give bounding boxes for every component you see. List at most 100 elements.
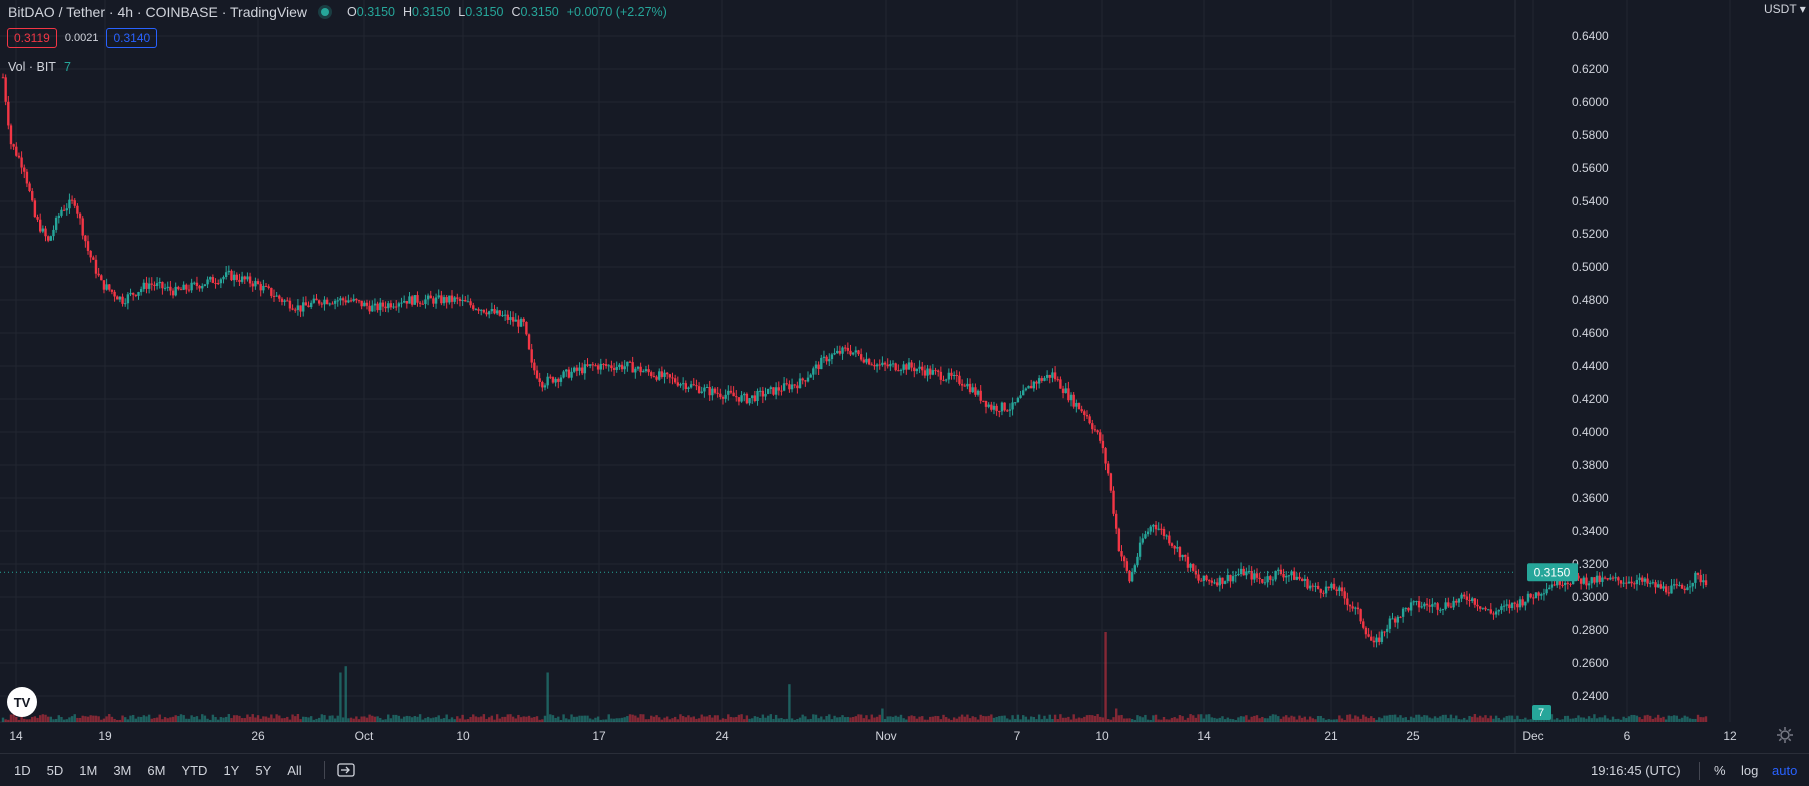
candle-body [1306,578,1309,589]
volume-bar [719,719,722,722]
candle-body [1553,584,1556,586]
volume-bar [1271,714,1275,722]
range-1y-button[interactable]: 1Y [223,762,240,778]
candle-body [286,300,289,302]
candle-body [774,387,778,395]
candle-body [312,298,316,303]
volume-bar [859,714,863,722]
candle-body [1664,586,1668,593]
volume-bar [1436,717,1439,722]
buy-price-button[interactable]: 0.3140 [106,28,158,48]
y-tick-label: 0.3200 [1572,557,1609,571]
volume-bar [1295,719,1299,722]
candle-body [732,392,735,397]
volume-bar [1417,714,1421,722]
volume-bar [546,672,549,722]
volume-bar [679,714,682,722]
candle-body [108,284,111,290]
volume-bar [697,718,701,722]
volume-bar [1595,718,1599,722]
volume-bar [1027,719,1030,722]
candle-body [1133,565,1136,573]
candle-body [1019,395,1022,398]
volume-bar [68,717,71,722]
candle-body [697,386,701,393]
auto-scale-button[interactable]: auto [1772,763,1798,778]
candle-body [110,289,114,292]
candle-body [331,303,334,305]
candle-body [1550,584,1554,588]
volume-bar [854,716,858,722]
volume-bar [100,719,103,722]
utc-clock[interactable]: 19:16:45 (UTC) [1591,763,1681,778]
candle-body [453,297,456,302]
gear-icon[interactable] [1776,726,1794,744]
price-chart[interactable]: 0.6400 0.6200 0.6000 0.5800 0.5600 0.5400 0.52… [0,0,1809,753]
candle-body [814,364,818,369]
sell-price-button[interactable]: 0.3119 [7,28,57,48]
candle-body [498,310,502,316]
candle-body [1189,563,1192,568]
candle-body [1340,587,1344,592]
range-5y-button[interactable]: 5Y [255,762,272,778]
candle-body [1061,388,1065,394]
candle-body [270,287,273,296]
volume-bar [774,714,778,722]
candle-body [81,218,84,236]
candle-body [939,371,943,380]
volume-bar [169,717,172,722]
volume-bar [302,716,305,722]
candle-body [1601,577,1604,582]
candle-body [171,290,175,296]
candle-body [1619,580,1623,584]
volume-bar [1,717,5,722]
percent-scale-button[interactable]: % [1714,763,1726,778]
tradingview-logo[interactable]: TV [7,687,37,717]
volume-bar [870,714,873,722]
candle-body [1091,423,1094,430]
x-tick-label: 6 [1624,729,1631,743]
candle-body [1542,593,1546,595]
volume-bar [660,719,664,722]
candle-body [915,368,919,372]
candle-body [1146,531,1150,535]
candle-body [1181,554,1184,558]
candle-body [1571,579,1575,585]
candle-body [681,383,685,385]
symbol-title[interactable]: BitDAO / Tether · 4h · COINBASE · Tradin… [8,4,308,20]
volume-bar [894,715,897,722]
range-1m-button[interactable]: 1M [79,762,98,778]
range-3m-button[interactable]: 3M [113,762,132,778]
volume-bar [280,718,284,722]
volume-bar [1561,719,1564,722]
candle-body [1316,585,1320,589]
volume-bar [299,719,302,722]
volume-legend[interactable]: Vol · BIT 7 [8,60,71,74]
volume-bar [713,715,717,722]
candle-body [325,299,329,305]
candle-body [1314,585,1317,587]
range-5d-button[interactable]: 5D [46,762,64,778]
candle-body [830,354,834,360]
candle-body [602,363,605,365]
volume-bar [1444,714,1447,722]
range-1d-button[interactable]: 1D [14,762,31,778]
currency-selector[interactable]: USDT ▾ [1764,2,1806,16]
volume-bar [798,717,802,722]
range-6m-button[interactable]: 6M [147,762,166,778]
volume-bar [142,715,146,722]
candle-body [469,301,472,306]
candle-body [1447,602,1450,607]
candle-body [1675,584,1678,586]
log-scale-button[interactable]: log [1741,763,1759,778]
candle-body [1579,578,1583,584]
go-to-date-icon[interactable] [337,762,355,778]
volume-bar [70,716,74,722]
candle-body [929,368,932,375]
range-ytd-button[interactable]: YTD [181,762,208,778]
candle-body [256,281,260,285]
range-all-button[interactable]: All [287,762,302,778]
candle-body [1585,577,1588,586]
volume-bar [1322,718,1325,722]
volume-bar [235,715,238,722]
